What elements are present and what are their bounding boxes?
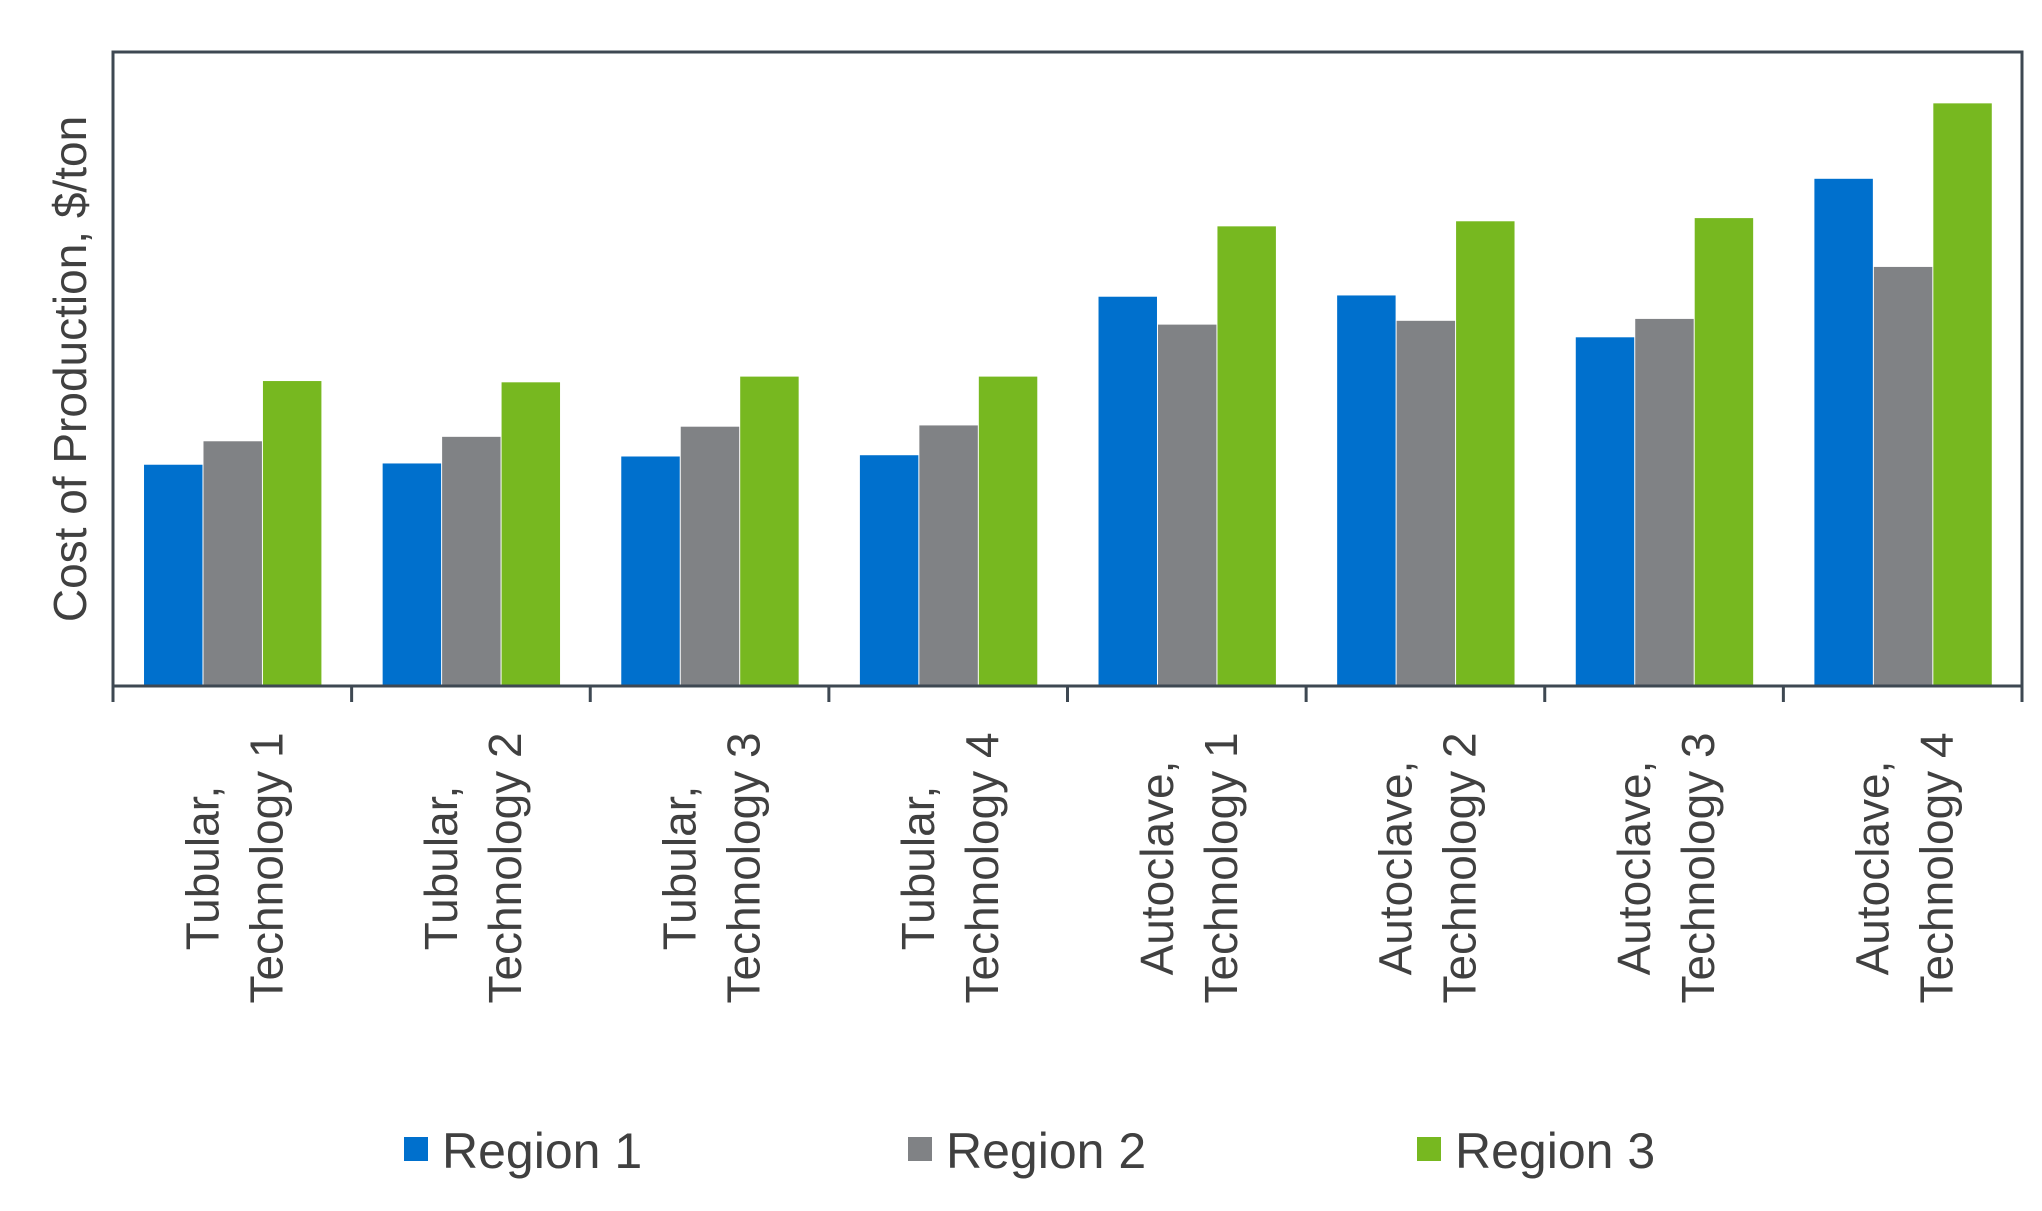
x-tick-label: Tubular, Technology 3 [654, 732, 770, 1003]
x-tick-label-line: Technology 2 [1433, 732, 1485, 1003]
x-tick-label-line: Autoclave, [1847, 761, 1899, 976]
legend-label-1: Region 1 [442, 1123, 642, 1179]
bar-region-2-cat-7 [1635, 318, 1694, 686]
x-tick-label-line: Autoclave, [1608, 761, 1660, 976]
legend-swatch-1 [404, 1137, 428, 1161]
legend-swatch-3 [1417, 1137, 1441, 1161]
x-tick-label: Tubular, Technology 2 [415, 732, 531, 1003]
legend-swatch-2 [908, 1137, 932, 1161]
x-tick-label-line: Tubular, [654, 786, 706, 951]
bar-region-1-cat-1 [144, 464, 203, 686]
bar-region-3-cat-1 [262, 381, 322, 686]
bar-region-1-cat-2 [382, 463, 442, 686]
x-tick-label-line: Technology 3 [1672, 732, 1724, 1003]
bar-region-1-cat-7 [1575, 337, 1635, 686]
x-tick-label-line: Tubular, [176, 786, 228, 951]
bar-region-3-cat-2 [501, 382, 561, 686]
bar-region-3-cat-5 [1217, 226, 1276, 686]
bar-region-2-cat-2 [442, 436, 501, 686]
bar-region-3-cat-6 [1456, 221, 1515, 686]
x-tick-label-line: Tubular, [892, 786, 944, 951]
x-tick-label-line: Technology 4 [1911, 732, 1963, 1003]
bar-region-2-cat-8 [1873, 266, 1933, 686]
bar-region-2-cat-6 [1396, 320, 1456, 686]
bar-region-2-cat-1 [203, 441, 262, 686]
x-tick-label-line: Technology 1 [1195, 732, 1247, 1003]
legend-label-2: Region 2 [946, 1123, 1146, 1179]
x-tick-label-line: Autoclave, [1369, 761, 1421, 976]
bars-group [144, 103, 1992, 687]
x-tick-label: Autoclave, Technology 1 [1131, 732, 1247, 1003]
x-tick-label-line: Technology 2 [479, 732, 531, 1003]
bar-region-2-cat-3 [680, 426, 740, 686]
bar-region-3-cat-8 [1933, 103, 1992, 686]
x-tick-label: Autoclave, Technology 4 [1847, 732, 1963, 1003]
bar-region-1-cat-5 [1098, 296, 1157, 686]
x-tick-label-line: Technology 1 [240, 732, 292, 1003]
bar-region-2-cat-5 [1157, 324, 1217, 686]
y-axis-label: Cost of Production, $/ton [44, 116, 96, 622]
x-tick-label: Autoclave, Technology 3 [1608, 732, 1724, 1003]
x-tick-label-line: Tubular, [415, 786, 467, 951]
legend-label-3: Region 3 [1455, 1123, 1655, 1179]
bar-region-3-cat-3 [740, 376, 799, 686]
bar-region-3-cat-4 [978, 376, 1038, 686]
x-tick-label-line: Technology 3 [718, 732, 770, 1003]
x-tick-label: Tubular, Technology 1 [176, 732, 292, 1003]
x-tick-label: Autoclave, Technology 2 [1369, 732, 1485, 1003]
bar-region-1-cat-8 [1814, 178, 1873, 687]
bar-region-1-cat-3 [621, 456, 680, 686]
bar-region-3-cat-7 [1694, 218, 1754, 686]
x-tick-label-line: Autoclave, [1131, 761, 1183, 976]
x-tick-label: Tubular, Technology 4 [892, 732, 1008, 1003]
bar-region-1-cat-4 [859, 455, 919, 686]
bar-region-1-cat-6 [1337, 295, 1396, 686]
legend: Region 1 Region 2 Region 3 [404, 1123, 1655, 1179]
bar-region-2-cat-4 [919, 425, 978, 686]
x-tick-label-line: Technology 4 [956, 732, 1008, 1003]
x-axis: Tubular, Technology 1 Tubular, Technology 2… [111, 686, 2024, 1004]
